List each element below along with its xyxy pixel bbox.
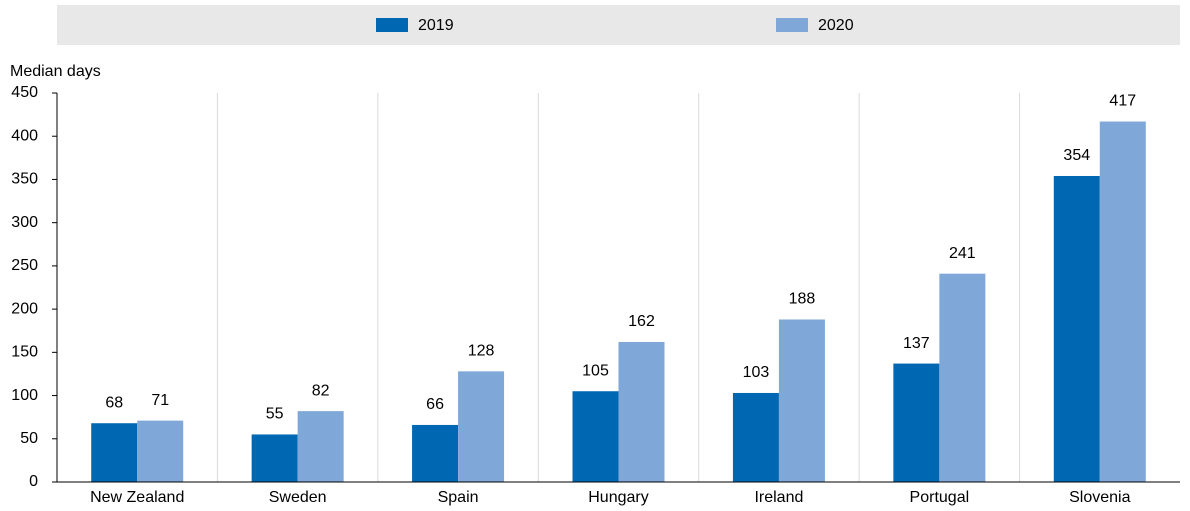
y-tick-label: 450 xyxy=(11,84,38,101)
x-tick-label: Slovenia xyxy=(1069,489,1130,506)
data-label: 354 xyxy=(1063,147,1090,164)
bar xyxy=(732,392,779,482)
y-tick-label: 0 xyxy=(29,473,38,490)
y-tick-label: 150 xyxy=(11,344,38,361)
data-label: 71 xyxy=(151,392,169,409)
y-tick-label: 50 xyxy=(20,430,38,447)
data-label: 137 xyxy=(903,335,930,352)
x-tick-label: Hungary xyxy=(588,489,648,506)
data-label: 55 xyxy=(266,406,284,423)
x-tick-label: Sweden xyxy=(269,489,327,506)
bar xyxy=(1099,121,1146,482)
legend-band xyxy=(57,5,1180,45)
data-label: 82 xyxy=(312,382,330,399)
y-tick-label: 250 xyxy=(11,257,38,274)
bar xyxy=(251,434,298,482)
bar xyxy=(778,319,825,482)
bar xyxy=(297,411,344,482)
bar xyxy=(939,273,986,482)
data-label: 66 xyxy=(426,396,444,413)
legend-label: 2020 xyxy=(818,17,854,34)
y-tick-label: 100 xyxy=(11,387,38,404)
x-tick-label: Portugal xyxy=(910,489,970,506)
x-tick-label: Spain xyxy=(438,489,479,506)
y-tick-label: 350 xyxy=(11,171,38,188)
bar xyxy=(1053,175,1100,482)
data-label: 162 xyxy=(628,313,655,330)
data-label: 105 xyxy=(582,362,609,379)
bar xyxy=(618,341,665,482)
bar xyxy=(572,391,619,482)
x-tick-label: New Zealand xyxy=(90,489,184,506)
y-axis-title: Median days xyxy=(10,63,101,80)
bar xyxy=(893,363,940,482)
bar xyxy=(91,423,138,482)
data-label: 68 xyxy=(105,394,123,411)
legend-swatch xyxy=(376,18,408,32)
data-label: 128 xyxy=(468,343,495,360)
legend-label: 2019 xyxy=(418,17,454,34)
y-tick-label: 200 xyxy=(11,300,38,317)
data-label: 241 xyxy=(949,245,976,262)
bar xyxy=(458,371,505,482)
x-tick-label: Ireland xyxy=(754,489,803,506)
y-tick-label: 300 xyxy=(11,214,38,231)
data-label: 417 xyxy=(1109,93,1136,110)
data-label: 188 xyxy=(789,291,816,308)
data-label: 103 xyxy=(743,364,770,381)
bar xyxy=(137,420,184,482)
y-tick-label: 400 xyxy=(11,127,38,144)
legend-swatch xyxy=(776,18,808,32)
bar xyxy=(412,424,459,482)
